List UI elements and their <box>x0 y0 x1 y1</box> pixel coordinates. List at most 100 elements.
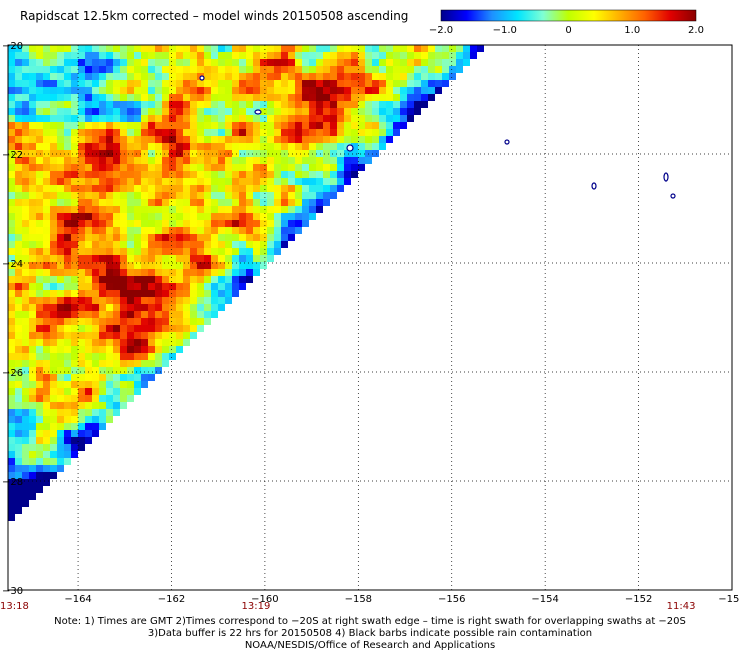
data-cell <box>302 122 309 129</box>
data-cell <box>64 66 71 73</box>
data-cell <box>8 374 15 381</box>
data-cell <box>64 388 71 395</box>
data-cell <box>57 171 64 178</box>
data-cell <box>50 381 57 388</box>
data-cell <box>281 227 288 234</box>
data-cell <box>8 255 15 262</box>
data-cell <box>71 325 78 332</box>
data-cell <box>197 318 204 325</box>
data-cell <box>50 430 57 437</box>
data-cell <box>15 465 22 472</box>
data-cell <box>15 45 22 52</box>
data-cell <box>113 402 120 409</box>
data-cell <box>99 178 106 185</box>
data-cell <box>113 129 120 136</box>
data-cell <box>134 73 141 80</box>
data-cell <box>253 45 260 52</box>
data-cell <box>176 304 183 311</box>
data-cell <box>120 346 127 353</box>
data-cell <box>43 304 50 311</box>
data-cell <box>302 115 309 122</box>
data-cell <box>57 185 64 192</box>
longitude-label: −156 <box>438 594 465 605</box>
data-cell <box>50 290 57 297</box>
data-cell <box>43 479 50 486</box>
data-cell <box>428 52 435 59</box>
data-cell <box>239 185 246 192</box>
data-cell <box>232 248 239 255</box>
data-cell <box>36 402 43 409</box>
data-cell <box>36 381 43 388</box>
data-cell <box>358 108 365 115</box>
data-cell <box>36 332 43 339</box>
data-cell <box>155 213 162 220</box>
data-cell <box>197 52 204 59</box>
data-cell <box>337 73 344 80</box>
data-cell <box>155 192 162 199</box>
data-cell <box>22 136 29 143</box>
data-cell <box>36 283 43 290</box>
data-cell <box>155 241 162 248</box>
data-cell <box>295 213 302 220</box>
data-cell <box>281 199 288 206</box>
data-cell <box>344 136 351 143</box>
data-cell <box>78 444 85 451</box>
data-cell <box>218 59 225 66</box>
data-cell <box>176 346 183 353</box>
data-cell <box>78 241 85 248</box>
data-cell <box>134 108 141 115</box>
data-cell <box>274 122 281 129</box>
data-cell <box>176 52 183 59</box>
data-cell <box>57 248 64 255</box>
data-cell <box>183 206 190 213</box>
data-cell <box>85 430 92 437</box>
data-cell <box>22 52 29 59</box>
data-cell <box>428 87 435 94</box>
data-cell <box>169 192 176 199</box>
data-cell <box>274 129 281 136</box>
data-cell <box>106 409 113 416</box>
data-cell <box>15 185 22 192</box>
data-cell <box>183 122 190 129</box>
data-cell <box>232 66 239 73</box>
data-cell <box>85 199 92 206</box>
data-cell <box>71 444 78 451</box>
data-cell <box>414 52 421 59</box>
data-cell <box>421 94 428 101</box>
data-cell <box>127 178 134 185</box>
data-cell <box>113 227 120 234</box>
data-cell <box>260 108 267 115</box>
data-cell <box>120 206 127 213</box>
data-cell <box>323 73 330 80</box>
data-cell <box>78 94 85 101</box>
data-cell <box>260 199 267 206</box>
data-cell <box>267 87 274 94</box>
data-cell <box>225 283 232 290</box>
data-cell <box>274 157 281 164</box>
data-cell <box>120 262 127 269</box>
data-cell <box>71 402 78 409</box>
data-cell <box>281 157 288 164</box>
data-cell <box>85 94 92 101</box>
data-cell <box>246 59 253 66</box>
data-cell <box>106 213 113 220</box>
data-cell <box>295 80 302 87</box>
data-cell <box>15 122 22 129</box>
data-cell <box>29 227 36 234</box>
data-cell <box>183 325 190 332</box>
data-cell <box>351 52 358 59</box>
data-cell <box>253 80 260 87</box>
data-cell <box>134 276 141 283</box>
data-cell <box>22 339 29 346</box>
data-cell <box>316 59 323 66</box>
data-cell <box>225 171 232 178</box>
data-cell <box>351 171 358 178</box>
data-cell <box>190 290 197 297</box>
data-cell <box>29 423 36 430</box>
data-cell <box>435 66 442 73</box>
data-cell <box>162 360 169 367</box>
data-cell <box>400 59 407 66</box>
data-cell <box>141 332 148 339</box>
data-cell <box>183 129 190 136</box>
data-cell <box>176 276 183 283</box>
